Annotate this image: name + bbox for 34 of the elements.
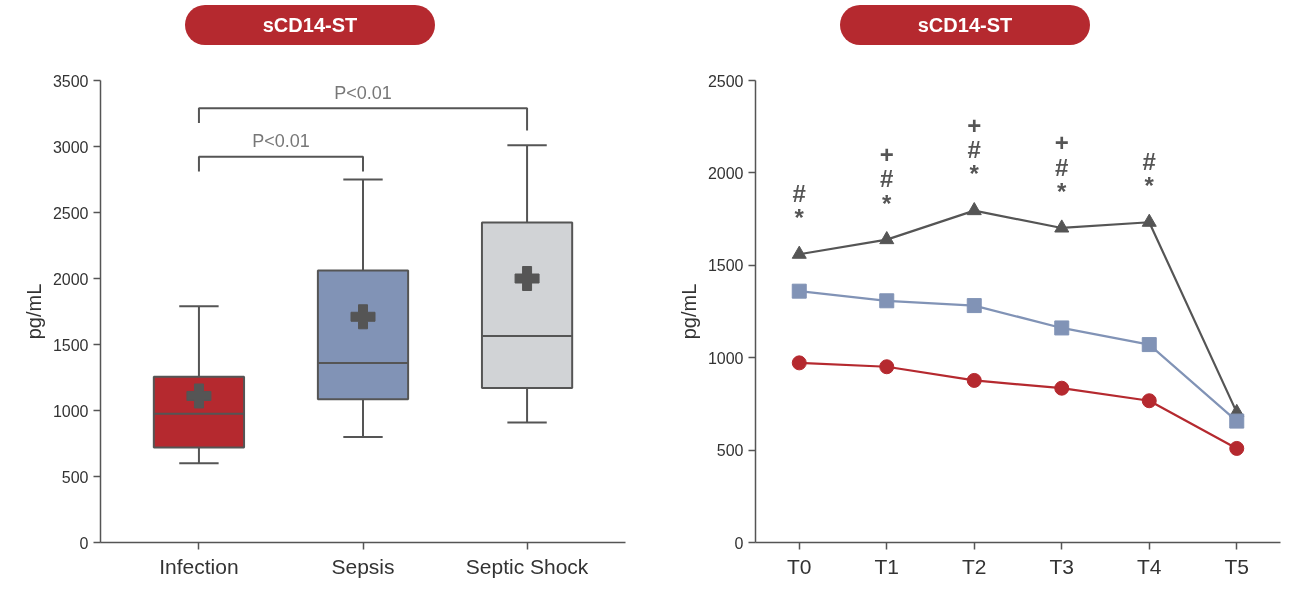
x-tick-label: Septic Shock [465,554,589,578]
annotation: + # * [1054,129,1069,205]
y-tick-label: 3000 [52,138,89,156]
x-tick-label: T3 [1049,554,1075,578]
x-tick-label: T5 [1224,554,1250,578]
y-axis-title: pg/mL [677,283,700,340]
y-axis-title: pg/mL [22,283,45,340]
annotation: P<0.01 [252,131,310,152]
chart-title: sCD14-ST [185,5,435,45]
annotation: P<0.01 [334,82,392,103]
y-tick-label: 1000 [52,402,89,420]
y-tick-label: 500 [716,442,744,460]
annotation: + # * [879,140,894,217]
x-tick-label: Sepsis [331,554,395,578]
annotation: + # * [967,111,982,188]
y-tick-label: 2000 [52,270,89,288]
y-tick-label: 500 [61,468,89,486]
y-tick-label: 0 [79,534,89,552]
x-tick-label: Infection [159,554,239,578]
x-tick-label: T1 [874,554,900,578]
x-tick-label: T4 [1137,554,1162,578]
y-tick-label: 2500 [52,204,89,222]
x-tick-label: T0 [787,554,812,578]
y-tick-label: 1500 [707,257,744,275]
y-tick-label: 0 [734,534,744,552]
y-tick-label: 3500 [52,72,89,90]
chart-title: sCD14-ST [840,5,1090,45]
annotation: # * [792,179,806,232]
annotation: # * [1142,147,1156,200]
y-tick-label: 2500 [707,72,744,90]
y-tick-label: 2000 [707,164,744,182]
y-tick-label: 1500 [52,336,89,354]
y-tick-label: 1000 [707,349,744,367]
x-tick-label: T2 [962,554,987,578]
